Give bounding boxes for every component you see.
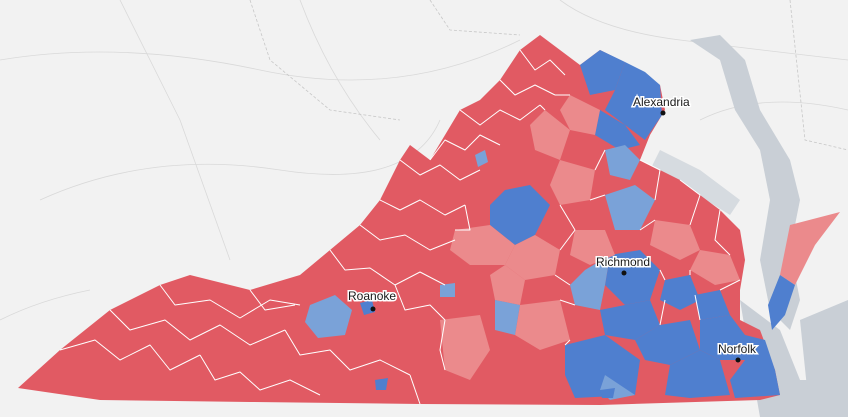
county-central-light-7 bbox=[515, 300, 570, 350]
city-norfolk-dot bbox=[735, 357, 741, 363]
county-eastern-shore-south bbox=[768, 275, 795, 330]
county-stafford bbox=[605, 145, 640, 180]
county-small-blue-3 bbox=[360, 300, 375, 315]
city-richmond[interactable]: Richmond bbox=[595, 254, 652, 276]
city-alexandria-label: Alexandria bbox=[633, 95, 690, 109]
county-central-light-4 bbox=[530, 110, 570, 160]
city-norfolk[interactable]: Norfolk bbox=[717, 341, 759, 363]
county-small-blue-5 bbox=[600, 388, 615, 398]
county-tidewater-light bbox=[650, 220, 700, 260]
county-culpeper-light bbox=[560, 95, 600, 135]
city-roanoke-label: Roanoke bbox=[348, 289, 396, 303]
county-central-light-1 bbox=[450, 225, 515, 265]
county-fairfax bbox=[605, 62, 662, 140]
county-eastern-shore-north bbox=[780, 212, 840, 285]
county-chesterfield bbox=[570, 255, 610, 310]
county-small-blue-4 bbox=[375, 378, 388, 390]
county-norfolk-area bbox=[700, 315, 745, 360]
county-williamsburg bbox=[660, 275, 700, 310]
county-central-light-5 bbox=[550, 160, 595, 205]
city-richmond-label: Richmond bbox=[596, 255, 650, 269]
city-alexandria-dot bbox=[660, 110, 666, 116]
county-hanover-light bbox=[605, 185, 655, 230]
city-richmond-dot bbox=[621, 270, 627, 276]
county-southampton-blue bbox=[565, 335, 640, 398]
basemap-roads bbox=[0, 0, 848, 321]
county-loudoun bbox=[580, 50, 625, 95]
county-borders bbox=[59, 49, 741, 405]
city-roanoke[interactable]: Roanoke bbox=[347, 288, 398, 312]
county-albemarle bbox=[490, 185, 550, 245]
county-small-blue-1 bbox=[440, 283, 455, 297]
county-tidewater-light-2 bbox=[690, 250, 740, 285]
county-petersburg-area bbox=[600, 300, 660, 340]
county-goochland bbox=[570, 230, 615, 265]
county-hampton bbox=[695, 290, 730, 320]
city-norfolk-label: Norfolk bbox=[718, 342, 757, 356]
city-alexandria[interactable]: Alexandria bbox=[632, 94, 692, 116]
county-central-light-3 bbox=[490, 265, 525, 305]
county-small-blue-2 bbox=[475, 150, 488, 167]
county-central-light-2 bbox=[505, 235, 560, 280]
county-virginia-beach bbox=[730, 335, 780, 398]
county-suffolk bbox=[665, 350, 730, 398]
county-lynchburg-area bbox=[495, 300, 520, 335]
county-prince-george bbox=[635, 320, 700, 365]
city-roanoke-dot bbox=[370, 306, 376, 312]
county-montgomery bbox=[305, 295, 352, 338]
county-central-light-6 bbox=[440, 315, 490, 380]
county-prince-william bbox=[595, 110, 640, 150]
county-henrico bbox=[605, 250, 660, 305]
